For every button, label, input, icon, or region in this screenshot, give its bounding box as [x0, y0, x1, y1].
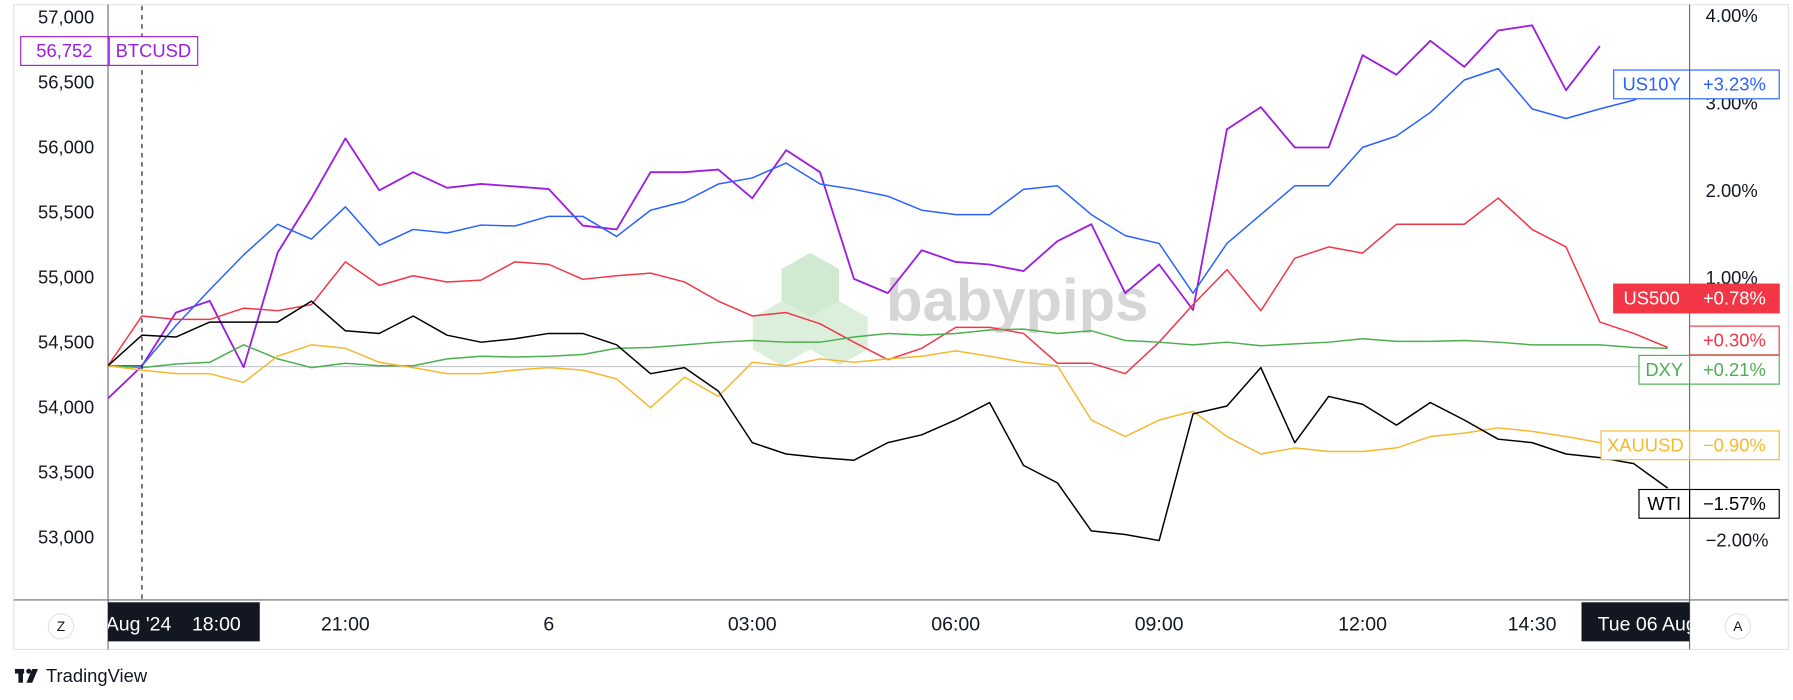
- legend-box: [1638, 488, 1691, 519]
- legend-label: BTCUSD: [116, 40, 192, 61]
- legend-box: [1613, 283, 1691, 314]
- value-label: +0.30%: [1703, 329, 1766, 350]
- y-tick-label: 56,500: [38, 72, 94, 93]
- crosshair-date: Aug '24: [106, 613, 172, 635]
- series-line: [108, 197, 1669, 375]
- y2-tick-label: −2.00%: [1706, 529, 1769, 550]
- series-line: [108, 300, 1669, 542]
- y2-tick-label: 1.00%: [1706, 267, 1758, 288]
- watermark-text: babypips: [886, 266, 1148, 333]
- frame: [13, 4, 1789, 650]
- plot-area: [108, 24, 1690, 542]
- series-line: [108, 328, 1668, 369]
- value-label: +0.78%: [1703, 288, 1766, 309]
- x-tick-label: 6: [543, 613, 554, 635]
- watermark-logo: [752, 252, 868, 366]
- y-tick-label: 56,000: [38, 137, 94, 158]
- button-left[interactable]: [47, 613, 75, 640]
- series-line: [108, 67, 1669, 367]
- x-end-group: Tue 06 Aug: [1598, 613, 1697, 635]
- crosshair-y-label: 56,752: [36, 40, 92, 61]
- x-tick-label: 21:00: [321, 613, 370, 635]
- value-label: +3.23%: [1703, 73, 1766, 94]
- legend-box: [1600, 430, 1691, 461]
- legend-label: WTI: [1647, 493, 1681, 514]
- y-tick-label: 53,000: [38, 527, 94, 548]
- y-tick-label: 55,000: [38, 267, 94, 288]
- tradingview-logo: [14, 668, 38, 683]
- value-box: [1688, 430, 1780, 461]
- legend-label: DXY: [1645, 359, 1683, 380]
- button-left-label[interactable]: Z: [57, 619, 65, 634]
- legend-box: [108, 36, 199, 66]
- y2-tick-label: 4.00%: [1706, 5, 1758, 26]
- y-tick-label: 54,500: [38, 332, 94, 353]
- x-tick-label: 09:00: [1135, 613, 1184, 635]
- legend-box: [1638, 354, 1691, 385]
- footer-brand: TradingView: [46, 665, 148, 686]
- y-tick-label: 54,000: [38, 397, 94, 418]
- y-tick-label: 55,500: [38, 202, 94, 223]
- crosshair-x-box: [108, 602, 260, 642]
- y2-tick-label: 2.00%: [1706, 180, 1758, 201]
- value-label: −0.90%: [1703, 434, 1766, 455]
- y-tick-label: 57,000: [38, 7, 94, 28]
- button-right[interactable]: [1724, 613, 1752, 640]
- value-box: [1688, 283, 1780, 314]
- crosshair-time: 18:00: [192, 613, 241, 635]
- legend-label: US500: [1624, 288, 1680, 309]
- x-end-box: [1581, 602, 1690, 642]
- x-tick-label: 03:00: [728, 613, 777, 635]
- crosshair-x-group: Aug '24 18:00: [106, 613, 241, 635]
- legend-box: [1613, 69, 1691, 100]
- series-line: [108, 24, 1601, 400]
- legend-label: XAUUSD: [1607, 434, 1684, 455]
- y-tick-label: 53,500: [38, 462, 94, 483]
- series-line: [108, 344, 1668, 455]
- button-right-label[interactable]: A: [1733, 619, 1743, 634]
- x-tick-label: 14:30: [1508, 613, 1557, 635]
- x-tick-label: 06:00: [931, 613, 980, 635]
- legend-label: US10Y: [1623, 73, 1681, 94]
- value-label: −1.57%: [1703, 493, 1766, 514]
- value-box: [1688, 69, 1780, 100]
- x-end-label: Tue 06 Aug: [1598, 613, 1697, 635]
- x-tick-label: 12:00: [1338, 613, 1387, 635]
- value-box: [1688, 354, 1780, 385]
- crosshair-y-box: [20, 36, 109, 66]
- value-label: +0.21%: [1703, 359, 1766, 380]
- value-box: [1688, 325, 1780, 356]
